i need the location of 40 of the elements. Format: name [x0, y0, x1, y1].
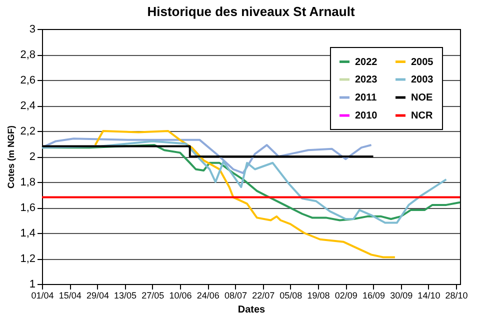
x-tick-label: 22/07 — [252, 290, 275, 300]
x-axis-title: Dates — [238, 304, 266, 316]
line-series — [41, 138, 372, 174]
y-tick-label: 1,2 — [20, 253, 36, 265]
x-tick-label: 14/10 — [418, 290, 440, 300]
x-tick-label: 19/08 — [307, 290, 330, 300]
x-tick-label: 05/08 — [280, 290, 302, 300]
legend-label: 2010 — [355, 110, 378, 122]
legend-label: 2022 — [355, 56, 378, 68]
x-tick-label: 01/04 — [31, 290, 54, 300]
legend-label: NOE — [411, 92, 433, 104]
legend-label: 2011 — [355, 92, 378, 104]
x-tick-label: 13/05 — [114, 290, 137, 300]
x-tick-label: 02/09 — [334, 290, 358, 300]
y-tick-label: 2,8 — [20, 49, 36, 61]
y-tick-label: 1,6 — [20, 202, 36, 214]
chart-title: Historique des niveaux St Arnault — [147, 4, 356, 19]
x-tick-label: 28/10 — [445, 290, 468, 300]
x-tick-label: 30/09 — [390, 290, 413, 300]
x-tick-label: 15/04 — [58, 290, 82, 300]
y-tick-label: 2,6 — [20, 74, 36, 86]
y-tick-label: 1,8 — [20, 176, 36, 188]
y-tick-label: 3 — [29, 24, 36, 36]
x-tick-label: 08/07 — [224, 290, 247, 300]
x-tick-label: 10/06 — [169, 290, 192, 300]
y-tick-label: 1,4 — [20, 228, 36, 240]
y-tick-label: 1 — [29, 278, 36, 290]
legend-label: NCR — [411, 110, 434, 122]
y-tick-label: 2,2 — [20, 126, 36, 138]
x-tick-label: 27/05 — [142, 290, 164, 300]
x-tick-label: 29/04 — [86, 290, 109, 300]
line-series — [94, 130, 396, 258]
y-axis-title: Cotes (m NGF) — [6, 125, 16, 188]
y-tick-label: 2 — [29, 151, 36, 163]
x-tick-label: 24/06 — [196, 290, 220, 300]
legend-label: 2023 — [355, 74, 378, 86]
y-tick-label: 2,4 — [20, 100, 36, 112]
x-tick-label: 16/09 — [362, 290, 386, 300]
legend-label: 2005 — [411, 56, 434, 68]
legend-label: 2003 — [411, 74, 434, 86]
